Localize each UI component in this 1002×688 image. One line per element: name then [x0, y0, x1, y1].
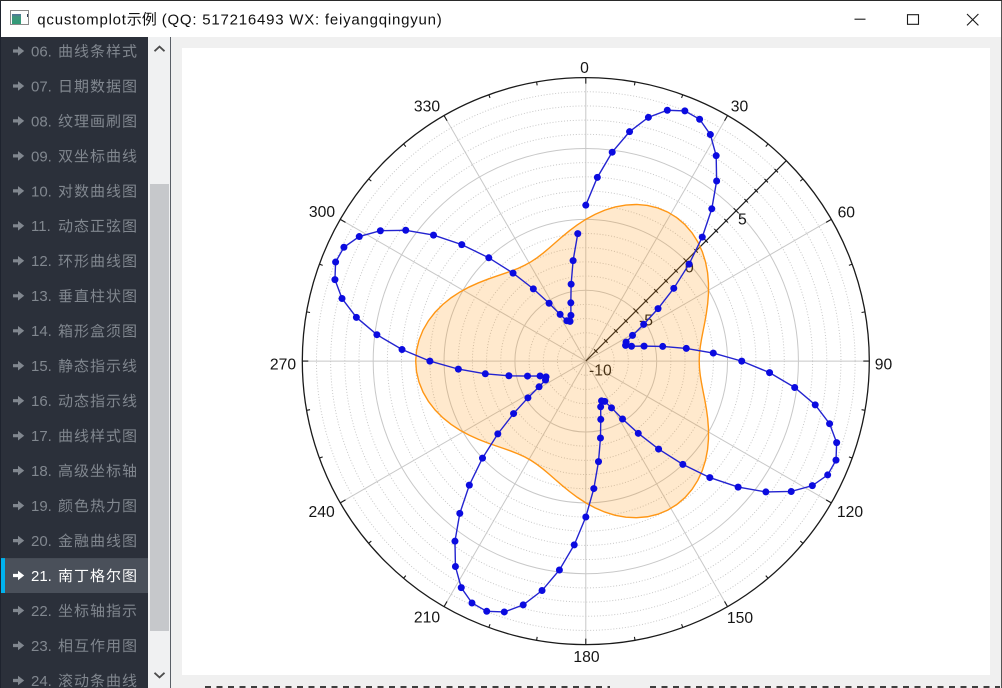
svg-text:180: 180 [573, 649, 599, 666]
svg-text:09.: 09. [31, 148, 52, 165]
svg-text:22.: 22. [31, 603, 52, 620]
svg-text:60: 60 [838, 204, 856, 221]
svg-text:0: 0 [580, 60, 589, 77]
svg-text:270: 270 [270, 356, 296, 373]
svg-text:07.: 07. [31, 78, 52, 95]
svg-text:10.: 10. [31, 183, 52, 200]
svg-text:17.: 17. [31, 428, 52, 445]
svg-text:24.: 24. [31, 673, 52, 688]
svg-text:12.: 12. [31, 253, 52, 270]
svg-text:120: 120 [837, 504, 863, 521]
svg-text:5: 5 [738, 212, 747, 229]
svg-text:210: 210 [414, 610, 440, 627]
svg-text:150: 150 [727, 610, 753, 627]
svg-text:14.: 14. [31, 323, 52, 340]
svg-text:08.: 08. [31, 113, 52, 130]
svg-text:23.: 23. [31, 638, 52, 655]
svg-text:300: 300 [309, 204, 335, 221]
svg-text:(QQ: 517216493 WX: feiyangqing: (QQ: 517216493 WX: feiyangqingyun) [162, 12, 443, 29]
svg-text:19.: 19. [31, 498, 52, 515]
svg-text:240: 240 [309, 504, 335, 521]
svg-text:06.: 06. [31, 43, 52, 60]
svg-text:11.: 11. [31, 218, 51, 235]
svg-text:330: 330 [414, 98, 440, 115]
svg-text:15.: 15. [31, 358, 52, 375]
svg-text:20.: 20. [31, 533, 52, 550]
svg-text:-10: -10 [589, 363, 612, 380]
svg-text:90: 90 [875, 356, 893, 373]
svg-text:qcustomplot: qcustomplot [37, 12, 127, 29]
svg-text:13.: 13. [31, 288, 52, 305]
svg-text:16.: 16. [31, 393, 52, 410]
svg-text:0: 0 [685, 260, 694, 277]
svg-text:18.: 18. [31, 463, 52, 480]
svg-text:21.: 21. [31, 568, 52, 585]
svg-text:30: 30 [731, 98, 749, 115]
